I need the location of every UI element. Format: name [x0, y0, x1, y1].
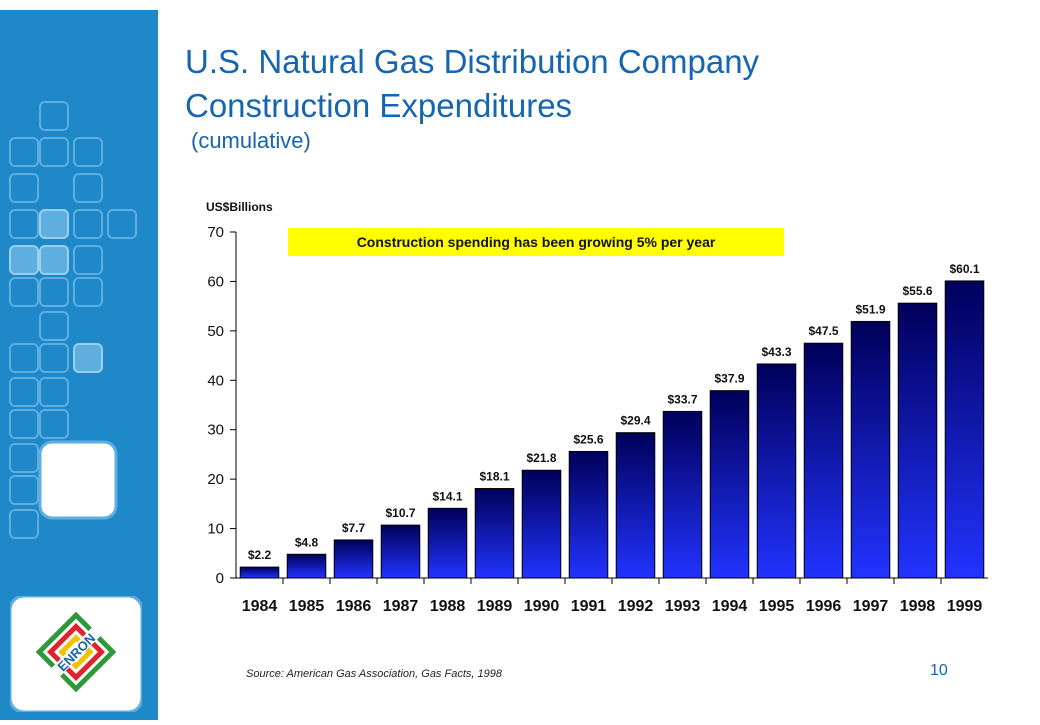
page-number: 10	[930, 662, 948, 679]
bar	[803, 342, 844, 579]
bar-value-label: $55.6	[902, 284, 932, 298]
x-tick-label: 1986	[336, 598, 372, 615]
bar-value-label: $21.8	[526, 451, 556, 465]
x-tick-label: 1992	[618, 598, 654, 615]
y-tick-label: 60	[207, 273, 224, 290]
x-tick-label: 1999	[947, 598, 983, 615]
bar-value-label: $51.9	[855, 302, 885, 316]
bar-value-label: $2.2	[248, 548, 272, 562]
bar-value-label: $14.1	[432, 489, 462, 503]
bar-value-label: $7.7	[342, 521, 366, 535]
bar	[615, 432, 656, 579]
page-title: U.S. Natural Gas Distribution Company Co…	[185, 40, 759, 128]
x-tick-label: 1994	[712, 598, 748, 615]
y-tick-label: 40	[207, 372, 224, 389]
bar	[944, 280, 985, 579]
x-tick-label: 1989	[477, 598, 513, 615]
bar	[380, 524, 421, 579]
title-line-2: Construction Expenditures	[185, 87, 573, 124]
bar-value-label: $29.4	[620, 414, 650, 428]
bar	[568, 450, 609, 579]
bar	[474, 488, 515, 579]
x-tick-label: 1985	[289, 598, 325, 615]
bar-value-label: $37.9	[714, 372, 744, 386]
x-tick-label: 1996	[806, 598, 842, 615]
y-tick-label: 70	[207, 224, 224, 241]
x-tick-label: 1988	[430, 598, 466, 615]
bar	[897, 302, 938, 579]
x-tick-label: 1993	[665, 598, 701, 615]
bar-value-label: $4.8	[295, 535, 319, 549]
x-tick-label: 1997	[853, 598, 889, 615]
title-line-1: U.S. Natural Gas Distribution Company	[185, 43, 760, 80]
bar	[756, 363, 797, 579]
bar-value-label: $47.5	[808, 324, 838, 338]
bar-value-label: $10.7	[385, 506, 415, 520]
source-note: Source: American Gas Association, Gas Fa…	[246, 668, 502, 680]
bar	[427, 507, 468, 579]
x-tick-label: 1990	[524, 598, 560, 615]
bar	[709, 390, 750, 579]
bar-value-label: $33.7	[667, 392, 697, 406]
y-tick-label: 30	[207, 422, 224, 439]
decorative-tile-pattern	[9, 101, 137, 539]
bar-value-label: $18.1	[479, 470, 509, 484]
growth-callout: Construction spending has been growing 5…	[288, 228, 784, 256]
y-axis-units-label: US$Billions	[206, 200, 273, 214]
bar	[521, 469, 562, 579]
x-tick-label: 1984	[242, 598, 278, 615]
y-tick-label: 50	[207, 323, 224, 340]
y-tick-label: 10	[207, 521, 224, 538]
x-tick-label: 1991	[571, 598, 607, 615]
enron-logo: ENRON	[10, 596, 142, 712]
bar-value-label: $43.3	[761, 345, 791, 359]
bar	[662, 410, 703, 579]
bar	[239, 566, 280, 579]
y-tick-label: 0	[216, 570, 224, 587]
bar-value-label: $60.1	[949, 262, 979, 276]
y-tick-label: 20	[207, 471, 224, 488]
x-tick-label: 1987	[383, 598, 419, 615]
x-tick-label: 1995	[759, 598, 795, 615]
x-tick-label: 1998	[900, 598, 936, 615]
page-subtitle: (cumulative)	[191, 128, 311, 153]
bar	[333, 539, 374, 579]
bar	[850, 320, 891, 579]
bar	[286, 553, 327, 579]
bar-value-label: $25.6	[573, 432, 603, 446]
